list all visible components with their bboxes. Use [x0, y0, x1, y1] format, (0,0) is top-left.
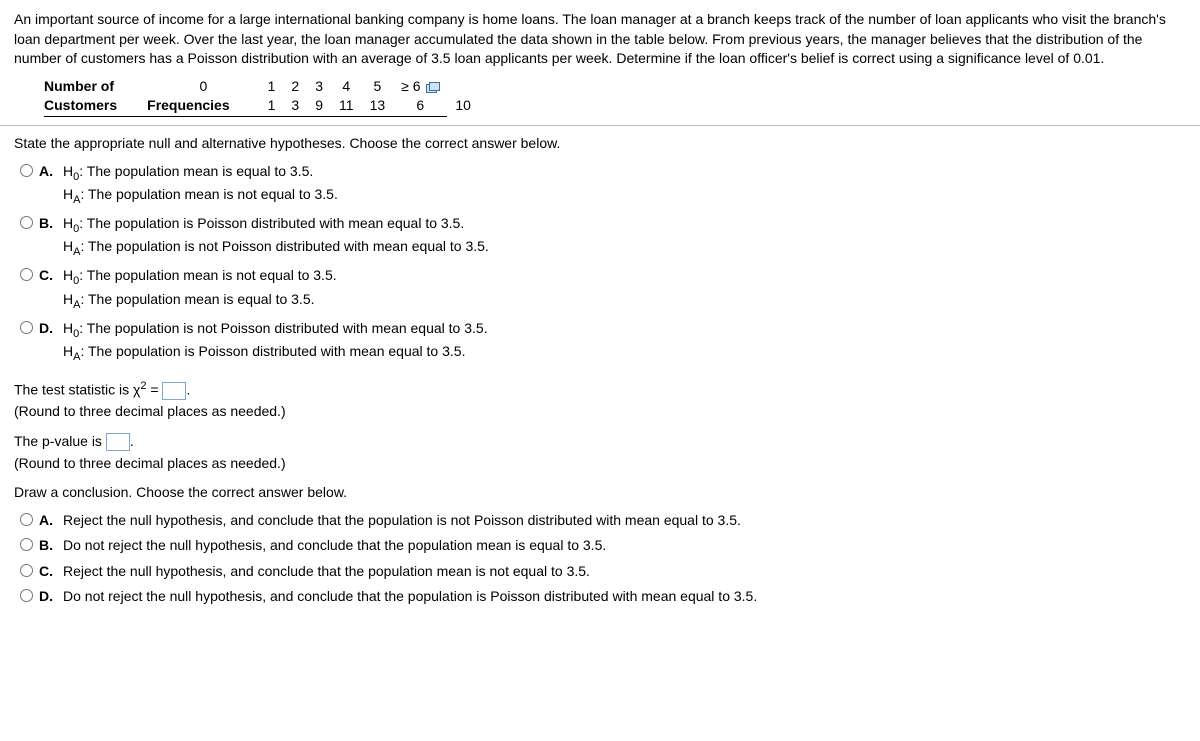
q1-option-c: C. H0: The population mean is not equal …	[14, 266, 1186, 312]
q1-c-body: H0: The population mean is not equal to …	[63, 266, 337, 312]
row1-label-b: Customers	[44, 97, 117, 113]
chi2-input[interactable]	[162, 382, 186, 400]
opt-letter-d2: D.	[39, 587, 57, 607]
q1-option-a: A. H0: The population mean is equal to 3…	[14, 162, 1186, 208]
conclusion-prompt: Draw a conclusion. Choose the correct an…	[14, 483, 1186, 503]
q1-a-body: H0: The population mean is equal to 3.5.…	[63, 162, 338, 208]
q2-b-body: Do not reject the null hypothesis, and c…	[63, 536, 606, 556]
q2-option-b: B. Do not reject the null hypothesis, an…	[14, 536, 1186, 556]
divider	[0, 125, 1200, 126]
opt-letter-c2: C.	[39, 562, 57, 582]
col-5: 5	[362, 77, 394, 97]
col-4: 4	[331, 77, 362, 97]
test-statistic-line: The test statistic is χ2 = .	[14, 379, 1186, 400]
round-hint-1: (Round to three decimal places as needed…	[14, 402, 1186, 422]
q1-radio-a[interactable]	[20, 164, 33, 177]
q2-options: A. Reject the null hypothesis, and concl…	[14, 511, 1186, 607]
col-3: 3	[307, 77, 331, 97]
q1-radio-b[interactable]	[20, 216, 33, 229]
freq-3: 11	[331, 96, 362, 116]
freq-5: 6	[393, 96, 447, 116]
data-table: Number of Customers 0 1 2 3 4 5 ≥ 6 Frequ…	[44, 77, 479, 117]
q2-option-d: D. Do not reject the null hypothesis, an…	[14, 587, 1186, 607]
freq-0: 1	[260, 96, 284, 116]
col-2: 2	[283, 77, 307, 97]
col-6: ≥ 6	[393, 77, 447, 97]
opt-letter-b2: B.	[39, 536, 57, 556]
opt-letter-a: A.	[39, 162, 57, 182]
freq-6: 10	[447, 96, 479, 116]
q2-d-body: Do not reject the null hypothesis, and c…	[63, 587, 757, 607]
round-hint-2: (Round to three decimal places as needed…	[14, 454, 1186, 474]
row1-label-a: Number of	[44, 78, 114, 94]
q1-radio-c[interactable]	[20, 268, 33, 281]
q1-b-body: H0: The population is Poisson distribute…	[63, 214, 489, 260]
q1-option-d: D. H0: The population is not Poisson dis…	[14, 319, 1186, 365]
q2-radio-b[interactable]	[20, 538, 33, 551]
pvalue-input[interactable]	[106, 433, 130, 451]
freq-1: 3	[283, 96, 307, 116]
q1-d-body: H0: The population is not Poisson distri…	[63, 319, 488, 365]
opt-letter-b: B.	[39, 214, 57, 234]
q1-option-b: B. H0: The population is Poisson distrib…	[14, 214, 1186, 260]
freq-2: 9	[307, 96, 331, 116]
q1-options: A. H0: The population mean is equal to 3…	[14, 162, 1186, 366]
col-0: 0	[147, 77, 259, 97]
q2-radio-d[interactable]	[20, 589, 33, 602]
problem-intro: An important source of income for a larg…	[14, 10, 1186, 69]
col-1: 1	[260, 77, 284, 97]
freq-4: 13	[362, 96, 394, 116]
q2-a-body: Reject the null hypothesis, and conclude…	[63, 511, 741, 531]
pvalue-line: The p-value is .	[14, 432, 1186, 452]
opt-letter-a2: A.	[39, 511, 57, 531]
q1-prompt: State the appropriate null and alternati…	[14, 134, 1186, 154]
q2-option-c: C. Reject the null hypothesis, and concl…	[14, 562, 1186, 582]
q1-radio-d[interactable]	[20, 321, 33, 334]
row2-label: Frequencies	[147, 96, 259, 116]
q2-radio-a[interactable]	[20, 513, 33, 526]
q2-option-a: A. Reject the null hypothesis, and concl…	[14, 511, 1186, 531]
copy-icon[interactable]	[426, 82, 439, 93]
opt-letter-d: D.	[39, 319, 57, 339]
opt-letter-c: C.	[39, 266, 57, 286]
q2-c-body: Reject the null hypothesis, and conclude…	[63, 562, 590, 582]
q2-radio-c[interactable]	[20, 564, 33, 577]
